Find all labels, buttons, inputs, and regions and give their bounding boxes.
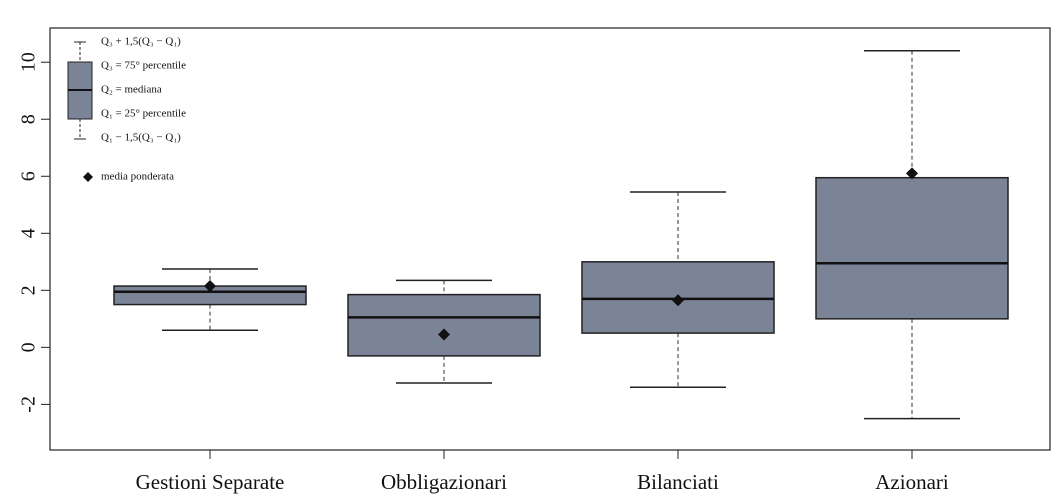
x-tick-label: Bilanciati: [637, 470, 719, 494]
legend-entry: Q₁ − 1,5(Q₃ − Q₁): [101, 132, 181, 144]
mean-marker: [438, 328, 450, 341]
y-tick-label: -2: [18, 396, 40, 413]
legend-entry: Q₃ + 1,5(Q₃ − Q₁): [101, 36, 181, 48]
y-tick-label: 4: [18, 228, 40, 238]
y-tick-label: 2: [18, 285, 40, 295]
legend-entry: Q₃ = 75° percentile: [101, 60, 186, 72]
legend-entry: Q₁ = 25° percentile: [101, 108, 186, 120]
mean-marker: [672, 294, 684, 307]
legend-entry: Q₂ = mediana: [101, 84, 162, 96]
y-tick-label: 0: [18, 342, 40, 352]
mean-marker: [906, 167, 918, 180]
plot-frame: [49, 27, 1051, 451]
legend-entry: media ponderata: [101, 171, 174, 183]
box: [815, 176, 1009, 320]
x-tick-label: Gestioni Separate: [136, 470, 285, 494]
y-tick-label: 6: [18, 171, 40, 181]
legend-icon: [67, 41, 93, 182]
y-tick-label: 8: [18, 114, 40, 124]
x-tick-label: Azionari: [875, 470, 949, 494]
y-tick-label: 10: [18, 52, 40, 72]
x-tick-label: Obbligazionari: [381, 470, 507, 494]
box: [347, 293, 541, 357]
mean-marker: [204, 280, 216, 293]
